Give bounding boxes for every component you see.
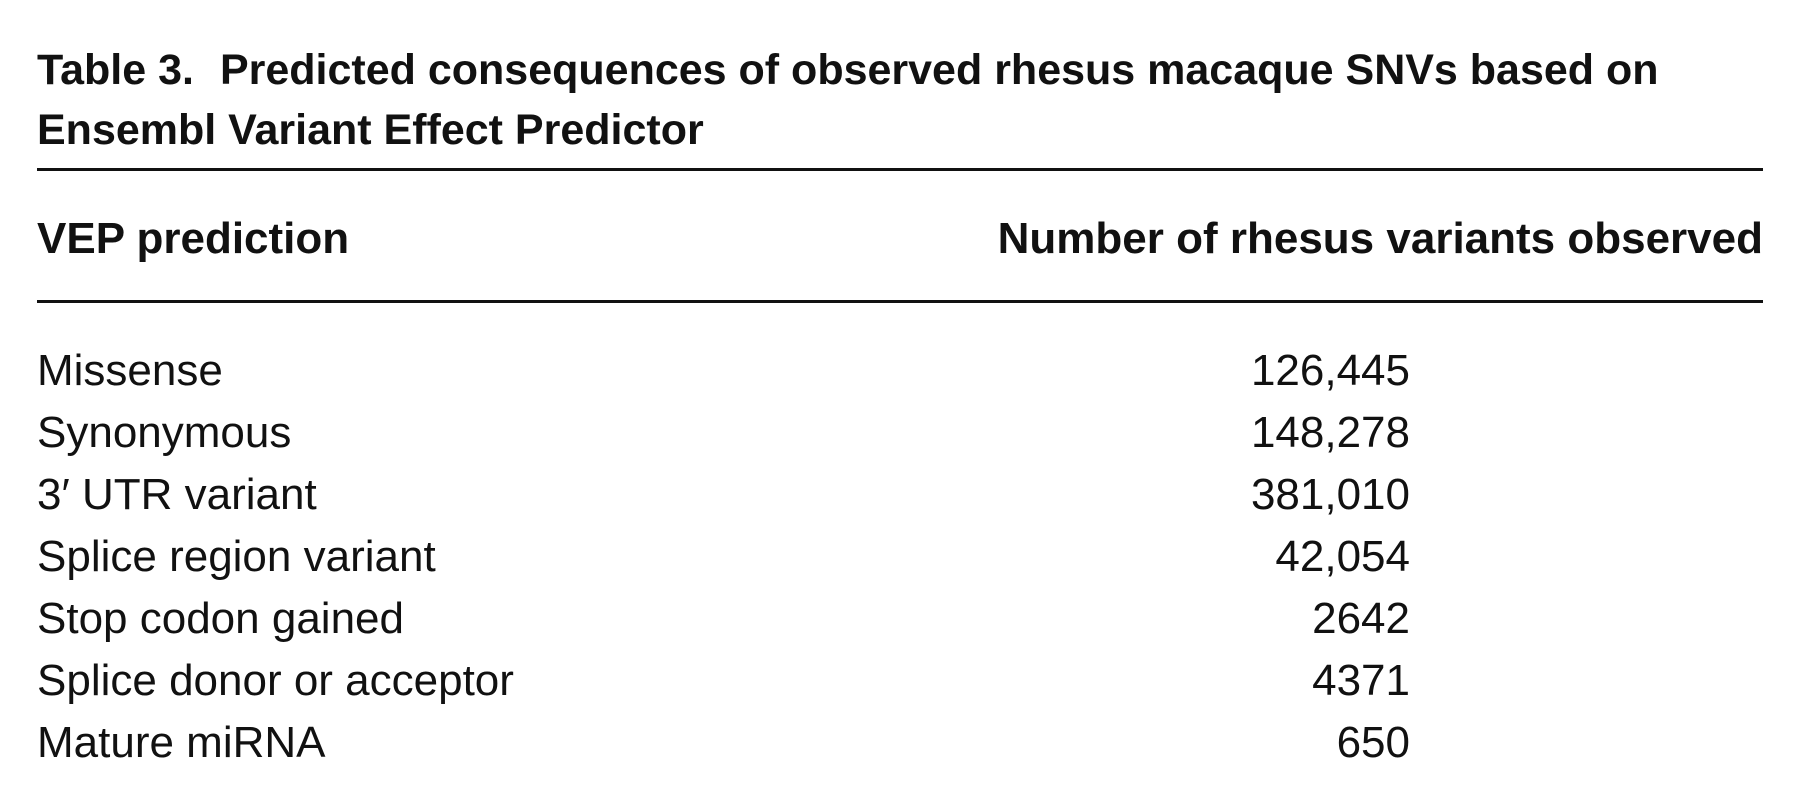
row-value: 126,445 <box>1250 346 1410 395</box>
row-value: 148,278 <box>1250 408 1410 457</box>
row-value: 4371 <box>1312 656 1410 705</box>
row-value: 381,010 <box>1250 470 1410 519</box>
table-label: Table 3. <box>37 46 194 94</box>
row-value: 42,054 <box>1275 532 1410 581</box>
table-title: Table 3. Predicted consequences of observ… <box>37 40 1777 160</box>
table-caption: Predicted consequences of observed rhesu… <box>37 46 1659 154</box>
row-label: Missense <box>37 346 223 395</box>
row-label: Stop codon gained <box>37 594 404 643</box>
row-label: Splice donor or acceptor <box>37 656 514 705</box>
row-value: 2642 <box>1312 594 1410 643</box>
header-rule <box>37 300 1763 303</box>
row-value: 650 <box>1336 718 1410 767</box>
row-label: Splice region variant <box>37 532 436 581</box>
column-header: Number of rhesus variants observed <box>997 214 1763 263</box>
top-rule <box>37 168 1763 171</box>
row-label: 3′ UTR variant <box>37 470 317 519</box>
column-header: VEP prediction <box>37 214 350 263</box>
row-label: Mature miRNA <box>37 718 326 767</box>
row-label: Synonymous <box>37 408 292 457</box>
